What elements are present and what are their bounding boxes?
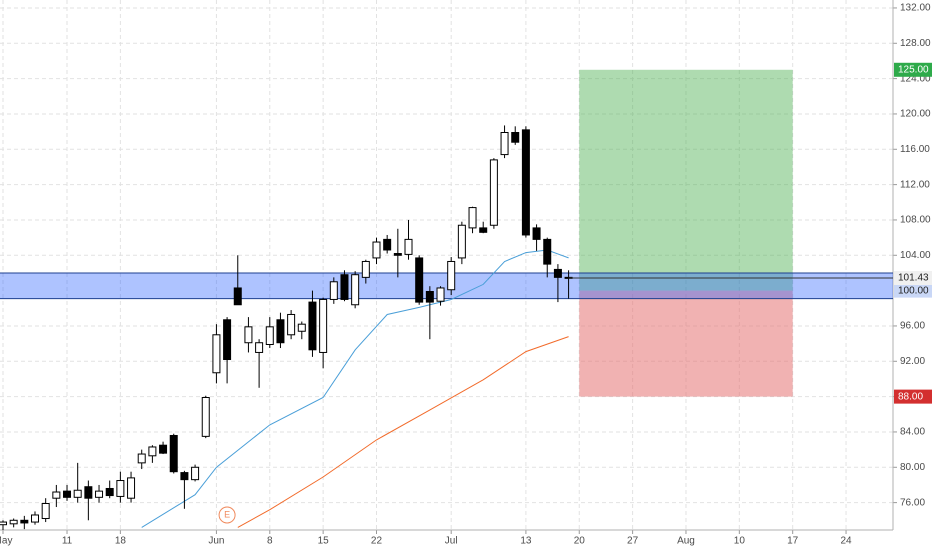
earnings-label: E bbox=[224, 509, 230, 519]
candle-body bbox=[425, 291, 434, 303]
y-tick-label: 132.00 bbox=[900, 3, 931, 14]
y-tick-label: 116.00 bbox=[900, 144, 930, 155]
y-tick-label: 84.00 bbox=[900, 427, 925, 438]
candle-body bbox=[223, 319, 232, 361]
x-tick-label: 22 bbox=[371, 536, 383, 547]
x-tick-label: 13 bbox=[520, 536, 532, 547]
x-tick-label: 24 bbox=[840, 536, 852, 547]
candle-body bbox=[169, 434, 178, 473]
x-tick-label: Jun bbox=[208, 536, 224, 547]
x-tick-label: 18 bbox=[115, 536, 127, 547]
y-tick-label: 120.00 bbox=[900, 109, 931, 120]
candle-body bbox=[20, 519, 29, 524]
candle-body bbox=[159, 444, 168, 454]
candle-body bbox=[329, 281, 338, 300]
candle-body bbox=[63, 490, 72, 498]
candle-body bbox=[52, 491, 61, 499]
candle-body bbox=[372, 241, 381, 259]
y-tick-label: 96.00 bbox=[900, 321, 925, 332]
candle-body bbox=[276, 319, 285, 344]
y-tick-label: 80.00 bbox=[900, 462, 925, 473]
x-tick-label: Jul bbox=[445, 536, 458, 547]
y-tick-label: 76.00 bbox=[900, 497, 925, 508]
candle-body bbox=[9, 519, 18, 525]
candle-body bbox=[447, 260, 456, 291]
candle-body bbox=[521, 129, 530, 236]
candle-body bbox=[511, 132, 520, 143]
candle-body bbox=[116, 480, 125, 497]
candle-body bbox=[127, 477, 136, 499]
candle-body bbox=[415, 257, 424, 303]
candle-body bbox=[297, 323, 306, 332]
candle-body bbox=[287, 313, 296, 336]
candle-body bbox=[137, 453, 146, 464]
candle-body bbox=[436, 287, 445, 302]
price-tag-label: 100.00 bbox=[898, 285, 929, 296]
candle-body bbox=[191, 466, 200, 481]
x-tick-label: 17 bbox=[787, 536, 799, 547]
y-tick-label: 124.00 bbox=[900, 73, 931, 84]
candle-body bbox=[404, 238, 413, 255]
candle-body bbox=[233, 287, 242, 306]
target-zone bbox=[579, 69, 793, 291]
moving-average bbox=[141, 249, 569, 528]
price-tag-label: 125.00 bbox=[898, 64, 929, 75]
price-tag bbox=[894, 283, 932, 298]
candle-body bbox=[212, 334, 221, 374]
candle-body bbox=[479, 227, 488, 233]
candle-body bbox=[255, 342, 264, 353]
candle-body bbox=[180, 472, 189, 481]
candle-body bbox=[340, 274, 349, 300]
candle-body bbox=[148, 446, 157, 457]
y-tick-label: 108.00 bbox=[900, 215, 931, 226]
candle-body bbox=[201, 397, 210, 437]
price-tag-label: 88.00 bbox=[898, 391, 923, 402]
earnings-marker bbox=[218, 506, 236, 524]
candle-body bbox=[543, 238, 552, 265]
candle-body bbox=[105, 487, 114, 497]
candle-body bbox=[361, 260, 370, 278]
y-tick-label: 112.00 bbox=[900, 179, 930, 190]
y-tick-label: 128.00 bbox=[900, 38, 931, 49]
x-tick-label: 20 bbox=[574, 536, 586, 547]
price-tag bbox=[894, 62, 932, 77]
candle-body bbox=[489, 159, 498, 226]
candle-body bbox=[532, 227, 541, 240]
x-tick-label: 8 bbox=[267, 536, 273, 547]
price-tag bbox=[894, 389, 932, 404]
candle-body bbox=[308, 301, 317, 351]
price-tag bbox=[894, 270, 932, 285]
candle-body bbox=[383, 238, 392, 251]
candle-body bbox=[468, 207, 477, 229]
y-tick-label: 92.00 bbox=[900, 356, 925, 367]
y-tick-label: 104.00 bbox=[900, 250, 931, 261]
price-zone bbox=[0, 272, 893, 299]
stop-zone bbox=[579, 290, 793, 397]
price-tag-label: 101.43 bbox=[898, 273, 929, 284]
candle-body bbox=[319, 298, 328, 353]
candle-body bbox=[351, 274, 360, 306]
candle-body bbox=[265, 326, 274, 346]
x-tick-label: 10 bbox=[734, 536, 746, 547]
candle-body bbox=[553, 268, 562, 278]
x-tick-label: Aug bbox=[677, 536, 695, 547]
candle-body bbox=[457, 224, 466, 259]
x-tick-label: 11 bbox=[62, 536, 73, 547]
moving-average bbox=[237, 336, 569, 528]
candle-body bbox=[0, 521, 7, 526]
candle-body bbox=[244, 326, 253, 344]
candle-body bbox=[73, 489, 82, 498]
x-tick-label: May bbox=[0, 536, 12, 547]
candle-body bbox=[95, 490, 104, 498]
candle-body bbox=[31, 514, 40, 523]
x-tick-label: 15 bbox=[318, 536, 330, 547]
candle-body bbox=[41, 503, 50, 520]
candle-body bbox=[393, 253, 402, 256]
candle-body bbox=[84, 486, 93, 499]
x-tick-label: 27 bbox=[627, 536, 639, 547]
candle-body bbox=[500, 132, 509, 156]
